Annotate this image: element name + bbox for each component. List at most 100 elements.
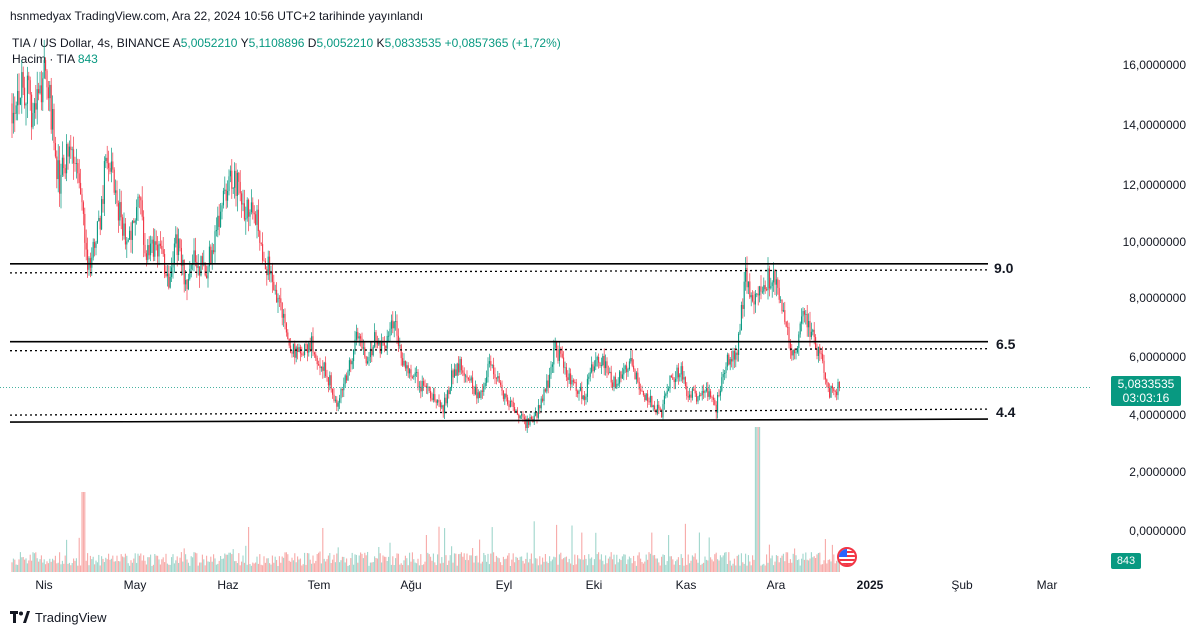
candle-body [488, 361, 490, 364]
candle-body [236, 172, 238, 196]
candle-body [130, 230, 132, 240]
volume-bar [411, 552, 413, 572]
candle-body [334, 399, 336, 401]
level-label-6-5[interactable]: 6.5 [996, 336, 1016, 352]
candle-body [22, 72, 24, 88]
candle-body [68, 146, 70, 157]
volume-bar [649, 553, 651, 572]
volume-bar [77, 565, 79, 572]
volume-bar [523, 563, 525, 572]
candle-body [108, 163, 110, 168]
volume-bar [739, 565, 741, 572]
level-label-9[interactable]: 9.0 [994, 260, 1014, 276]
candle-body [613, 376, 615, 387]
volume-bar [186, 559, 188, 572]
volume-bar [591, 557, 593, 572]
candle-body [424, 385, 426, 387]
volume-bar [263, 556, 265, 572]
candle-body [337, 402, 339, 407]
volume-bar [122, 556, 124, 572]
candle-body [89, 258, 91, 268]
volume-bar [837, 558, 839, 572]
candle-body [477, 392, 479, 399]
volume-bar [271, 555, 273, 572]
volume-bar [791, 562, 793, 572]
candle-body [283, 313, 285, 318]
volume-bar [315, 560, 317, 572]
candle-body [795, 352, 797, 354]
volume-bar [75, 558, 77, 572]
candle-body [175, 234, 177, 244]
candle-body [127, 239, 129, 242]
volume-label[interactable]: Hacim · TIA [12, 52, 75, 66]
volume-bar [187, 562, 189, 572]
candle-body [605, 361, 607, 369]
high-label: Y [240, 36, 249, 50]
candle-body [213, 250, 215, 253]
volume-bar [763, 563, 765, 572]
candle-body [204, 262, 206, 276]
candle-body [152, 239, 154, 257]
candle-body [427, 386, 429, 388]
candle-body [101, 199, 103, 230]
volume-bar [826, 563, 828, 572]
symbol-title[interactable]: TIA / US Dollar, 4s, BINANCE [12, 36, 171, 50]
volume-bar [799, 565, 801, 572]
volume-bar [449, 555, 451, 572]
volume-bar [22, 557, 24, 572]
volume-bar [353, 564, 355, 572]
candle-body [473, 388, 475, 395]
candle-body [672, 377, 674, 380]
volume-bar [738, 554, 740, 572]
volume-bar [267, 558, 269, 572]
candle-body [572, 380, 574, 383]
level-label-4-4[interactable]: 4.4 [996, 404, 1016, 420]
candle-body [441, 405, 443, 408]
volume-bar [206, 555, 208, 572]
volume-bar [602, 560, 604, 572]
volume-bar [528, 562, 530, 572]
candle-body [479, 392, 481, 399]
candle-body [509, 401, 511, 408]
volume-bar [333, 554, 335, 572]
volume-bar [316, 554, 318, 572]
candle-body [578, 390, 580, 394]
candle-body [207, 266, 209, 279]
volume-bar [134, 553, 136, 572]
candle-body [726, 354, 728, 367]
candle-body [267, 256, 269, 276]
volume-bar [25, 558, 27, 572]
candle-body [224, 189, 226, 191]
candle-body [563, 357, 565, 368]
candle-body [432, 394, 434, 400]
candle-body [371, 348, 373, 356]
volume-bar [512, 553, 514, 572]
candle-body [411, 377, 413, 378]
time-axis[interactable]: Nis May Haz Tem Ağu Eyl Eki Kas Ara 2025… [0, 572, 1090, 596]
volume-bar [782, 553, 784, 572]
support-line-4-4 [9, 418, 989, 423]
candle-body [347, 371, 349, 381]
price-axis[interactable]: 16,0000000 14,0000000 12,0000000 10,0000… [1090, 30, 1200, 570]
volume-bar [201, 554, 203, 572]
volume-bar [68, 562, 70, 572]
volume-bar [383, 556, 385, 572]
price-chart[interactable] [0, 30, 1090, 572]
volume-bar [190, 556, 192, 572]
volume-bar [141, 560, 143, 572]
volume-bar [470, 555, 472, 572]
tradingview-footer[interactable]: TradingView [10, 609, 107, 625]
candle-body [831, 385, 833, 389]
us-flag-icon[interactable] [837, 547, 857, 567]
candle-body [172, 263, 174, 268]
volume-bar [266, 558, 268, 572]
volume-bar [703, 562, 705, 572]
volume-bar [347, 565, 349, 572]
volume-bar [390, 564, 392, 572]
volume-bar [399, 564, 401, 572]
candle-body [544, 389, 546, 392]
candle-body [425, 385, 427, 388]
candle-body [336, 399, 338, 407]
candle-body [487, 363, 489, 378]
candle-body [231, 170, 233, 189]
